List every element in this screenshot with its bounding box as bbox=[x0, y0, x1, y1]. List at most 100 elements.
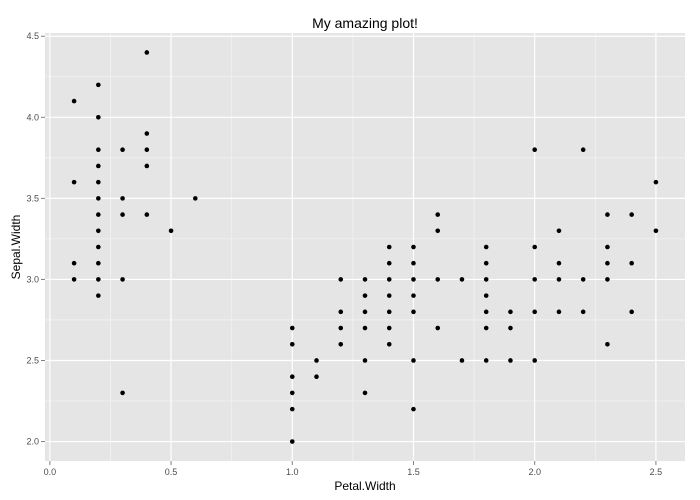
x-axis-ticks: 0.0 0.5 1.0 1.5 2.0 2.5 bbox=[44, 461, 663, 477]
data-point bbox=[362, 277, 368, 282]
data-point bbox=[532, 244, 537, 250]
data-point bbox=[508, 358, 513, 363]
data-point bbox=[193, 196, 198, 201]
chart-title: My amazing plot! bbox=[312, 15, 418, 31]
data-point bbox=[289, 390, 295, 396]
data-point bbox=[314, 374, 319, 379]
data-point bbox=[96, 293, 101, 298]
data-point bbox=[338, 277, 344, 282]
data-point bbox=[411, 358, 416, 363]
data-point bbox=[386, 277, 392, 282]
data-point bbox=[362, 309, 368, 315]
data-point bbox=[120, 147, 125, 153]
data-point bbox=[411, 244, 416, 250]
data-point bbox=[338, 325, 344, 331]
data-point bbox=[96, 179, 101, 185]
data-point bbox=[362, 358, 368, 363]
data-point bbox=[144, 163, 150, 169]
data-point bbox=[144, 212, 150, 217]
data-point bbox=[556, 228, 562, 234]
data-point bbox=[71, 98, 77, 104]
data-point bbox=[289, 341, 295, 347]
y-tick-label: 2.5 bbox=[26, 355, 39, 365]
y-axis-ticks: 2.0 2.5 3.0 3.5 4.0 4.5 bbox=[26, 31, 45, 447]
data-point bbox=[605, 260, 610, 266]
data-point bbox=[96, 147, 101, 153]
data-point bbox=[96, 277, 101, 282]
data-point bbox=[605, 277, 610, 282]
data-point bbox=[96, 212, 101, 217]
y-axis-label: Sepal.Width bbox=[9, 215, 23, 280]
y-tick-label: 4.5 bbox=[26, 31, 39, 41]
data-point bbox=[459, 358, 465, 363]
data-point bbox=[532, 309, 537, 315]
data-point bbox=[532, 147, 537, 153]
data-point bbox=[483, 325, 489, 331]
data-point bbox=[411, 309, 416, 315]
data-point bbox=[338, 341, 344, 347]
data-point bbox=[386, 293, 392, 298]
data-point bbox=[435, 277, 441, 282]
data-point bbox=[289, 439, 295, 444]
data-point bbox=[120, 196, 125, 201]
data-points bbox=[71, 50, 659, 444]
x-tick-label: 2.0 bbox=[528, 467, 541, 477]
data-point bbox=[362, 390, 368, 396]
data-point bbox=[96, 228, 101, 234]
data-point bbox=[144, 50, 150, 55]
data-point bbox=[96, 196, 101, 201]
data-point bbox=[629, 260, 634, 266]
data-point bbox=[459, 277, 465, 282]
data-point bbox=[653, 228, 659, 234]
data-point bbox=[411, 293, 416, 298]
data-point bbox=[168, 228, 174, 234]
data-point bbox=[96, 115, 101, 120]
data-point bbox=[483, 260, 489, 266]
data-point bbox=[71, 277, 77, 282]
data-point bbox=[532, 358, 537, 363]
data-point bbox=[580, 147, 586, 153]
data-point bbox=[411, 406, 416, 412]
data-point bbox=[605, 244, 610, 250]
data-point bbox=[144, 147, 150, 153]
y-tick-label: 3.0 bbox=[26, 274, 39, 284]
data-point bbox=[653, 179, 659, 185]
data-point bbox=[435, 325, 441, 331]
y-tick-label: 4.0 bbox=[26, 112, 39, 122]
minor-gridlines bbox=[45, 33, 685, 461]
data-point bbox=[386, 341, 392, 347]
data-point bbox=[605, 212, 610, 217]
y-tick-label: 2.0 bbox=[26, 437, 39, 447]
data-point bbox=[411, 260, 416, 266]
data-point bbox=[411, 277, 416, 282]
data-point bbox=[556, 309, 562, 315]
data-point bbox=[96, 260, 101, 266]
data-point bbox=[556, 260, 562, 266]
data-point bbox=[71, 179, 77, 185]
data-point bbox=[556, 277, 562, 282]
data-point bbox=[289, 374, 295, 379]
plot-panel bbox=[45, 33, 685, 461]
data-point bbox=[508, 309, 513, 315]
x-axis-label: Petal.Width bbox=[334, 479, 395, 493]
data-point bbox=[362, 325, 368, 331]
data-point bbox=[483, 277, 489, 282]
data-point bbox=[508, 325, 513, 331]
data-point bbox=[71, 260, 77, 266]
data-point bbox=[362, 293, 368, 298]
data-point bbox=[483, 358, 489, 363]
data-point bbox=[483, 309, 489, 315]
x-tick-label: 2.5 bbox=[650, 467, 663, 477]
data-point bbox=[96, 244, 101, 250]
data-point bbox=[144, 131, 150, 136]
x-tick-label: 0.5 bbox=[165, 467, 178, 477]
x-tick-label: 1.0 bbox=[286, 467, 299, 477]
data-point bbox=[96, 82, 101, 88]
data-point bbox=[483, 244, 489, 250]
y-tick-label: 3.5 bbox=[26, 193, 39, 203]
data-point bbox=[120, 212, 125, 217]
data-point bbox=[338, 309, 344, 315]
data-point bbox=[580, 309, 586, 315]
data-point bbox=[580, 277, 586, 282]
data-point bbox=[629, 309, 634, 315]
